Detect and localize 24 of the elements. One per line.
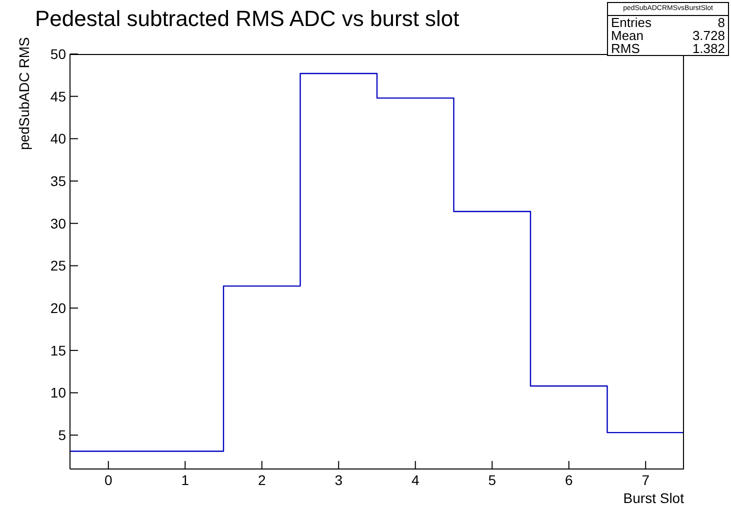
y-tick-label: 25	[50, 258, 66, 274]
text: Entries 8	[611, 15, 725, 30]
x-tick-label: 2	[258, 472, 266, 488]
y-tick-label: 50	[50, 46, 66, 62]
text: Mean 3.728	[611, 28, 725, 43]
x-tick-label: 3	[334, 472, 343, 488]
y-tick-label: 5	[58, 427, 66, 444]
text: RMS 1.382	[611, 41, 725, 56]
x-axis-title: Burst Slot	[623, 490, 684, 506]
x-tick-label: 6	[564, 472, 573, 488]
y-tick-label: 20	[50, 300, 66, 316]
chart-title: Pedestal subtracted RMS ADC vs burst slot	[35, 6, 460, 32]
x-tick-label: 7	[642, 472, 650, 488]
y-axis-title: pedSubADC RMS	[16, 37, 32, 150]
y-tick-label: 35	[50, 173, 66, 190]
y-tick-label: 40	[50, 130, 66, 147]
x-tick-label: 1	[181, 472, 190, 488]
x-tick-label: 5	[488, 472, 496, 488]
y-tick-label: 15	[50, 342, 66, 358]
y-tick-label: 30	[50, 215, 66, 232]
x-tick-label: 0	[104, 472, 112, 488]
x-tick-label: 4	[411, 472, 420, 488]
y-tick-label: 10	[50, 384, 66, 401]
y-tick-label: 45	[50, 88, 66, 104]
